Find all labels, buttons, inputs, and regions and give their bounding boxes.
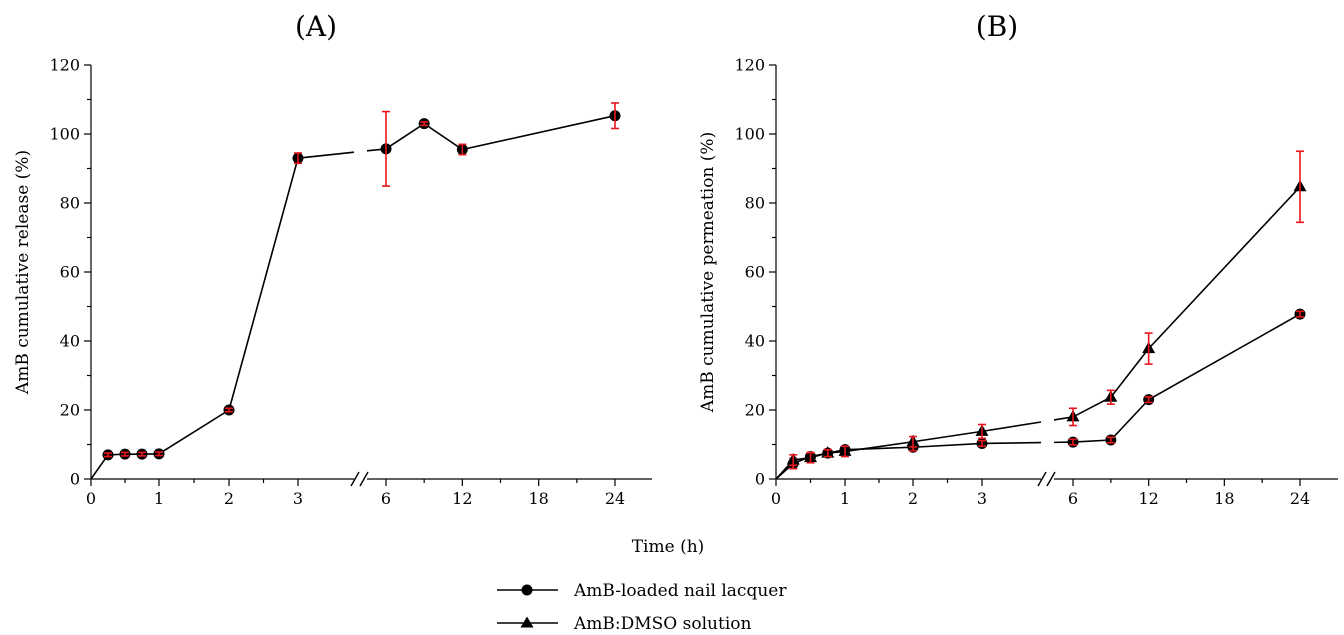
error-bar — [121, 451, 129, 457]
x-tick-label: 12 — [1138, 489, 1158, 508]
legend-item-nail-lacquer: AmB-loaded nail lacquer — [497, 581, 787, 601]
y-axis-title: AmB cumulative permeation (%) — [698, 132, 718, 413]
x-tick-label: 1 — [840, 489, 850, 508]
error-bar — [1144, 396, 1153, 404]
y-tick-label: 40 — [745, 332, 765, 351]
error-bar — [1106, 436, 1115, 444]
x-tick-label: 12 — [452, 489, 472, 508]
error-bar — [789, 454, 798, 467]
x-tick-label: 3 — [977, 489, 987, 508]
error-bar — [611, 102, 619, 130]
y-tick-label: 0 — [70, 470, 80, 489]
axis-break-mark — [1046, 471, 1056, 487]
x-tick-label: 24 — [1290, 489, 1310, 508]
error-bar — [978, 439, 986, 448]
y-tick-label: 60 — [745, 263, 765, 282]
y-tick-label: 120 — [734, 56, 765, 75]
x-axis-title: Time (h) — [632, 537, 705, 557]
y-tick-label: 20 — [60, 401, 80, 420]
error-bar — [1069, 438, 1077, 446]
series-circle — [90, 102, 621, 480]
error-bar — [1144, 332, 1153, 365]
x-tick-label: 1 — [154, 489, 164, 508]
legend: AmB-loaded nail lacquer AmB:DMSO solutio… — [497, 581, 787, 634]
y-tick-label: 20 — [745, 401, 765, 420]
y-tick-label: 0 — [755, 470, 765, 489]
error-bar — [1296, 150, 1304, 224]
y-tick-label: 100 — [734, 125, 765, 144]
error-bar — [225, 407, 233, 413]
x-tick-label: 6 — [1068, 489, 1078, 508]
error-bar — [138, 451, 146, 457]
axis-break-mark — [359, 471, 369, 487]
y-tick-label: 120 — [49, 56, 80, 75]
error-bar — [978, 423, 986, 440]
panel-label: (A) — [295, 10, 337, 43]
x-tick-label: 0 — [86, 489, 96, 508]
error-bar — [382, 110, 390, 187]
axis-break-mark — [1037, 471, 1047, 487]
x-tick-label: 6 — [381, 489, 391, 508]
x-tick-label: 24 — [605, 489, 625, 508]
series-triangle — [775, 150, 1307, 480]
x-tick-label: 0 — [771, 489, 781, 508]
legend-label-dmso-solution: AmB:DMSO solution — [573, 614, 751, 634]
series-line — [90, 114, 616, 480]
series-line — [775, 186, 1301, 480]
series-circle — [775, 308, 1306, 480]
legend-marker-triangle — [520, 616, 534, 628]
x-tick-label: 2 — [908, 489, 918, 508]
x-tick-label: 18 — [528, 489, 548, 508]
error-bar — [1106, 389, 1115, 405]
error-bar — [420, 121, 429, 127]
y-tick-label: 40 — [60, 332, 80, 351]
y-tick-label: 60 — [60, 263, 80, 282]
x-tick-label: 3 — [293, 489, 303, 508]
series-line — [775, 313, 1301, 480]
error-bar — [155, 451, 163, 457]
y-tick-label: 80 — [60, 194, 80, 213]
legend-item-dmso-solution: AmB:DMSO solution — [497, 614, 751, 634]
panel-label: (B) — [976, 10, 1018, 43]
error-bar — [1296, 310, 1304, 318]
error-bar — [458, 143, 467, 156]
error-bar — [909, 435, 917, 448]
x-tick-label: 2 — [224, 489, 234, 508]
legend-label-nail-lacquer: AmB-loaded nail lacquer — [573, 581, 787, 601]
axis-break-mark — [350, 471, 360, 487]
panel-a: (A)AmB cumulative release (%)02040608010… — [13, 10, 652, 508]
legend-marker-circle — [521, 584, 533, 596]
panel-b: (B)AmB cumulative permeation (%)02040608… — [698, 10, 1338, 508]
x-tick-label: 18 — [1214, 489, 1234, 508]
error-bar — [104, 452, 112, 458]
error-bar — [294, 152, 302, 165]
error-bar — [841, 445, 849, 458]
y-axis-title: AmB cumulative release (%) — [13, 150, 33, 395]
error-bar — [806, 451, 815, 464]
y-tick-label: 100 — [49, 125, 80, 144]
error-bar — [1069, 407, 1077, 427]
error-bar — [823, 448, 832, 458]
y-tick-label: 80 — [745, 194, 765, 213]
